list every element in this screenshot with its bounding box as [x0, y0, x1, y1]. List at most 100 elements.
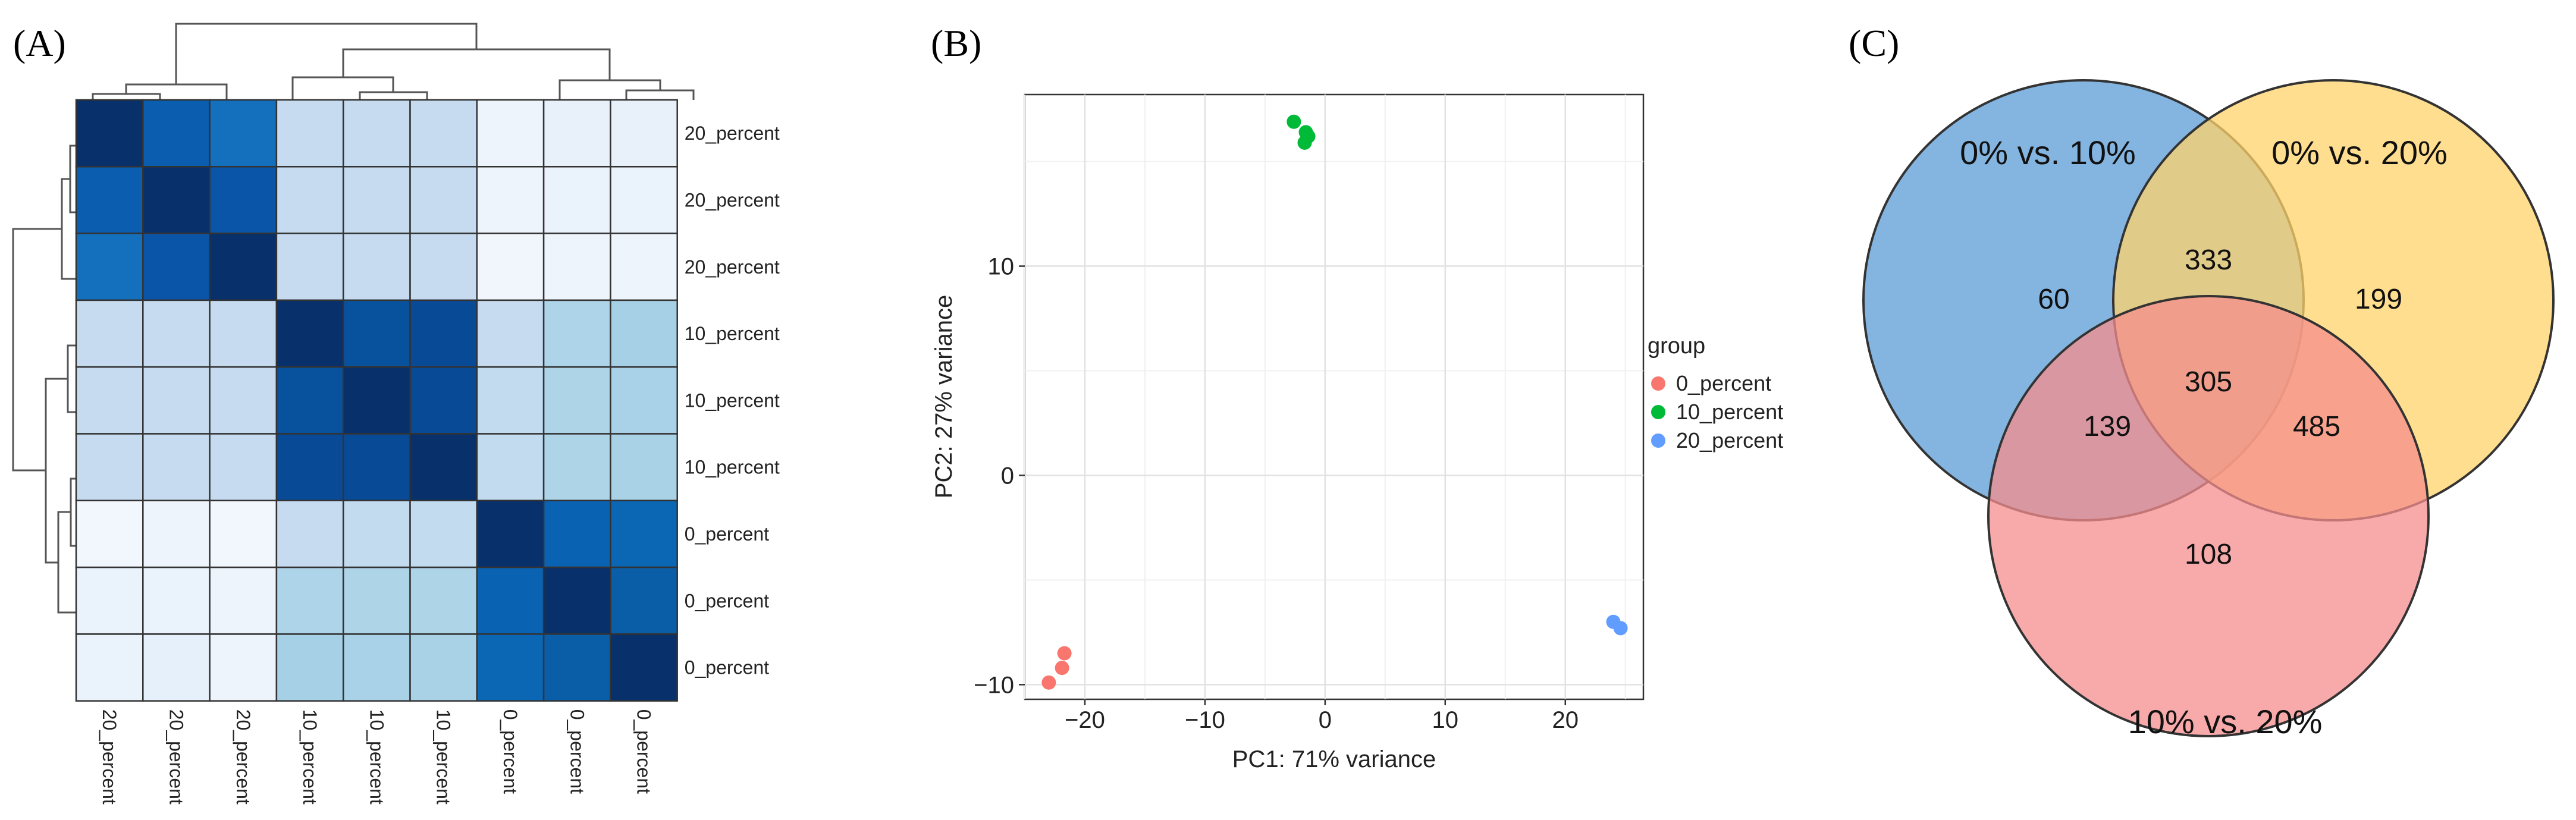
heatmap-cell [542, 233, 611, 301]
heatmap-cell [275, 566, 344, 635]
heatmap-cell [209, 99, 278, 168]
heatmap-cell [275, 366, 344, 435]
pca-legend-key-20_percent [1651, 433, 1665, 448]
dendrogram-branch [359, 91, 428, 100]
pca-panel: −20 −10 0 10 20 −10 0 10 PC1: 71% variance PC2:… [931, 93, 1783, 772]
heatmap-row-label: 0_percent [685, 590, 769, 611]
heatmap-cell [209, 499, 278, 568]
column-dendrogram [92, 23, 695, 100]
heatmap-cell [610, 166, 678, 234]
heatmap-column-label: 10_percent [299, 709, 321, 805]
heatmap-row-label: 20_percent [685, 122, 780, 144]
dendrogram-branch [12, 228, 62, 472]
panel-label-b: (B) [931, 22, 981, 64]
dendrogram-branch [125, 83, 228, 100]
heatmap-cell [542, 566, 611, 635]
heatmap-row-label: 10_percent [685, 323, 780, 344]
pca-axis-ticks: −20 −10 0 10 20 −10 0 10 [974, 254, 1579, 733]
heatmap-cell [476, 166, 545, 234]
pca-legend-title: group [1648, 334, 1705, 359]
heatmap-cell [142, 166, 211, 234]
heatmap-cell [610, 233, 678, 301]
dendrogram-branch [175, 23, 478, 84]
heatmap-cell [409, 366, 478, 435]
heatmap-cell [409, 566, 478, 635]
heatmap-cell [75, 499, 144, 568]
venn-count-only-0-vs-20: 199 [2355, 284, 2402, 315]
panel-label-c: (C) [1849, 22, 1899, 64]
dendrogram-branch [67, 344, 76, 413]
pca-x-tick-label: 10 [1432, 707, 1459, 733]
heatmap-cell [142, 433, 211, 502]
heatmap-cell [209, 633, 278, 702]
venn-count-0-10-and-10-20: 139 [2084, 411, 2131, 442]
dendrogram-branch [61, 178, 76, 280]
heatmap-cell [275, 233, 344, 301]
heatmap-cell [75, 233, 144, 301]
heatmap-cell [142, 233, 211, 301]
venn-label-0-vs-20: 0% vs. 20% [2271, 134, 2448, 171]
heatmap-cell [209, 433, 278, 502]
venn-count-only-10-vs-20: 108 [2185, 539, 2232, 570]
heatmap-cell [409, 233, 478, 301]
panel-label-a: (A) [13, 22, 66, 64]
heatmap-cell [342, 499, 411, 568]
heatmap-cell [342, 566, 411, 635]
heatmap-cell [275, 99, 344, 168]
heatmap-row-label: 20_percent [685, 256, 780, 278]
heatmap-cell [476, 299, 545, 368]
heatmap-cell [75, 633, 144, 702]
pca-y-axis-label: PC2: 27% variance [931, 295, 957, 498]
heatmap-column-label: 10_percent [433, 709, 454, 805]
heatmap-cell [542, 366, 611, 435]
pca-legend-key-0_percent [1651, 376, 1665, 391]
heatmap-cell [409, 499, 478, 568]
heatmap-row-labels: 20_percent 20_percent 20_percent 10_percent… [685, 122, 780, 678]
heatmap-cell [476, 433, 545, 502]
heatmap-column-labels: 20_percent 20_percent 20_percent 10_percent… [99, 709, 654, 805]
heatmap-cell [610, 433, 678, 502]
dendrogram-branch [291, 76, 394, 100]
heatmap-row-label: 20_percent [685, 189, 780, 211]
heatmap-cell [142, 499, 211, 568]
heatmap-column-label: 20_percent [165, 709, 187, 805]
pca-x-tick-label: −20 [1065, 707, 1105, 733]
dendrogram-branch [342, 48, 611, 80]
pca-point-0_percent [1055, 661, 1069, 676]
pca-x-tick-label: 20 [1552, 707, 1579, 733]
heatmap-cell [275, 433, 344, 502]
heatmap-cell [209, 566, 278, 635]
pca-x-tick-label: 0 [1319, 707, 1332, 733]
venn-label-0-vs-10: 0% vs. 10% [1960, 134, 2136, 171]
pca-legend: 0_percent 10_percent 20_percent [1651, 371, 1783, 453]
pca-legend-key-10_percent [1651, 405, 1665, 419]
venn-count-all-three: 305 [2185, 366, 2232, 398]
pca-y-tick-label: 10 [988, 254, 1015, 280]
heatmap-cell [342, 166, 411, 234]
heatmap-cell [209, 299, 278, 368]
heatmap-cell [409, 99, 478, 168]
pca-y-tick-label: −10 [974, 672, 1014, 698]
dendrogram-branch [70, 477, 76, 547]
heatmap-cell [542, 166, 611, 234]
heatmap-cell [476, 233, 545, 301]
venn-count-0-10-and-0-20: 333 [2185, 244, 2232, 276]
heatmap-cell [275, 166, 344, 234]
dendrogram-branch [69, 144, 76, 213]
venn-circle-3 [1987, 295, 2430, 737]
heatmap-column-label: 20_percent [233, 709, 254, 805]
heatmap-cell [275, 299, 344, 368]
heatmap-column-label: 0_percent [500, 709, 521, 794]
pca-x-tick-label: −10 [1185, 707, 1225, 733]
heatmap-column-label: 0_percent [633, 709, 655, 794]
heatmap-cell [75, 433, 144, 502]
heatmap-cell [142, 99, 211, 168]
heatmap-cell [610, 633, 678, 702]
heatmap-cell [342, 299, 411, 368]
heatmap-cell [610, 366, 678, 435]
heatmap-column-label: 20_percent [99, 709, 120, 805]
heatmap-cell [142, 633, 211, 702]
heatmap-cell [342, 433, 411, 502]
heatmap-cell [209, 166, 278, 234]
